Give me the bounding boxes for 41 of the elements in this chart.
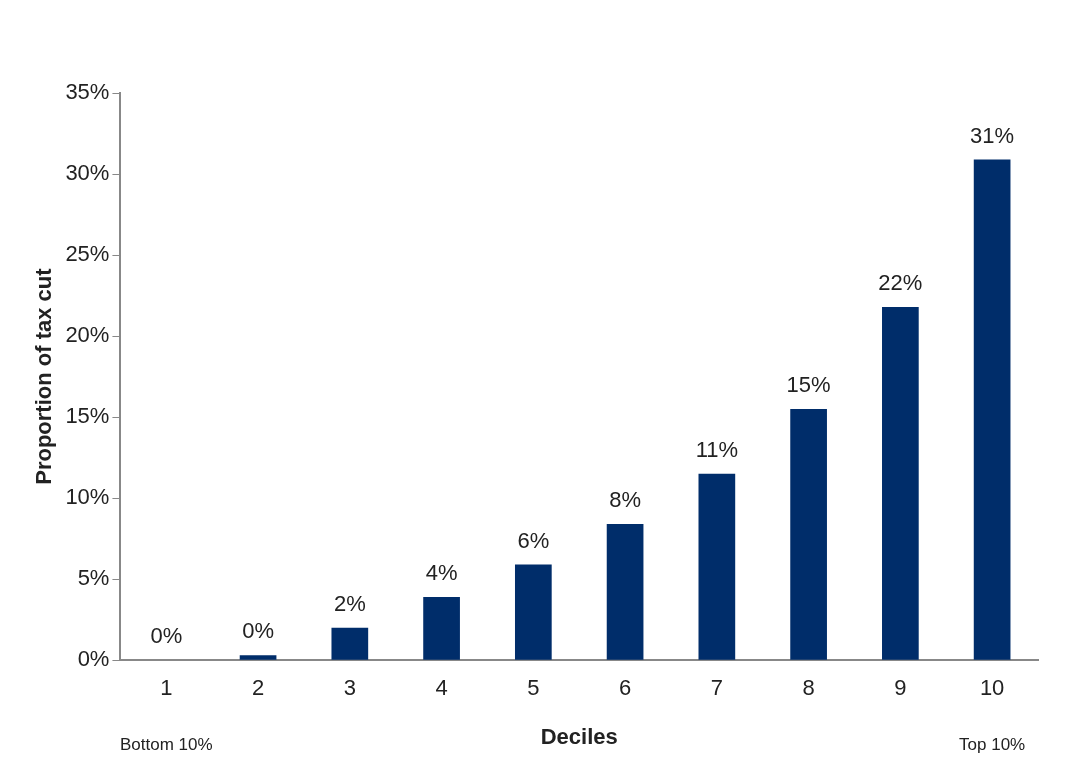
data-label: 4% bbox=[425, 560, 458, 586]
x-tick-label: 3 bbox=[343, 675, 356, 701]
y-tick-label: 25% bbox=[65, 241, 110, 267]
x-tick-label: 1 bbox=[160, 675, 173, 701]
bar bbox=[973, 159, 1011, 660]
y-tick-label: 10% bbox=[65, 484, 110, 510]
text: Bottom 10% bbox=[120, 734, 213, 754]
bar bbox=[698, 473, 736, 660]
data-label: 22% bbox=[878, 269, 923, 295]
bar bbox=[514, 564, 552, 660]
x-tick-label: 2 bbox=[251, 675, 265, 701]
bar bbox=[790, 409, 827, 660]
y-tick-label: 15% bbox=[65, 403, 110, 429]
data-label: 0% bbox=[242, 618, 274, 644]
bar bbox=[423, 597, 460, 660]
y-tick-label: 5% bbox=[77, 565, 110, 591]
x-tick-label: 10 bbox=[979, 675, 1005, 701]
data-label: 6% bbox=[517, 527, 550, 553]
data-label: 8% bbox=[609, 487, 641, 513]
x-tick-label: 6 bbox=[618, 675, 632, 701]
x-axis-title: Deciles bbox=[540, 723, 618, 749]
bar bbox=[606, 524, 644, 660]
data-label: 0% bbox=[150, 623, 183, 649]
x-tick-label: 7 bbox=[710, 675, 723, 701]
y-axis-title: Proportion of tax cut bbox=[31, 267, 57, 485]
y-tick-label: 20% bbox=[65, 322, 110, 348]
bar bbox=[331, 627, 369, 660]
x-tick-label: 5 bbox=[527, 675, 540, 701]
data-label: 31% bbox=[970, 122, 1015, 148]
y-tick-label: 35% bbox=[65, 79, 110, 105]
bar bbox=[882, 306, 919, 660]
data-label: 11% bbox=[695, 436, 739, 462]
x-tick-label: 9 bbox=[894, 675, 907, 701]
text: Top 10% bbox=[959, 734, 1026, 754]
y-tick-label: 30% bbox=[65, 160, 110, 186]
x-tick-label: 4 bbox=[435, 675, 448, 701]
data-label: 2% bbox=[333, 590, 366, 616]
data-label: 15% bbox=[786, 372, 831, 398]
bar bbox=[239, 655, 277, 660]
y-tick-label: 0% bbox=[77, 646, 110, 672]
x-tick-label: 8 bbox=[802, 675, 815, 701]
